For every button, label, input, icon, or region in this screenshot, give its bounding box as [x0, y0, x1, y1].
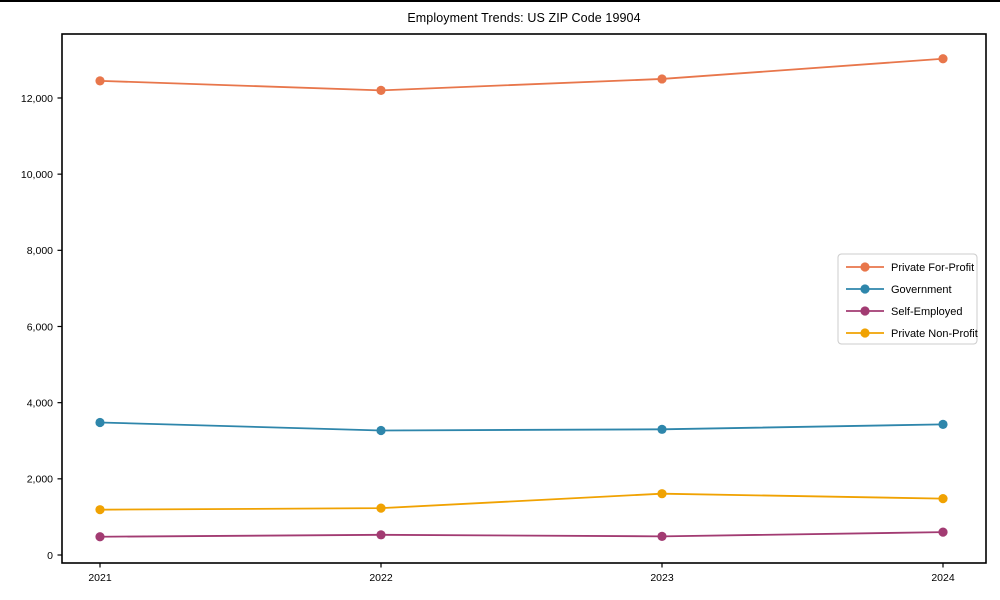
data-point-marker [376, 85, 386, 95]
legend-label: Self-Employed [891, 306, 963, 318]
chart-title: Employment Trends: US ZIP Code 19904 [407, 11, 641, 25]
series-line [99, 57, 944, 92]
data-point-marker [376, 425, 386, 436]
legend-label: Private Non-Profit [891, 328, 978, 340]
legend-entry: Private For-Profit [846, 262, 974, 274]
y-axis: 0 2,000 4,000 6,000 8,000 10,000 12,000 [21, 93, 62, 562]
legend-label: Government [891, 284, 952, 296]
data-point-marker [657, 74, 667, 84]
legend: Private For-Profit Government Self-Employe… [837, 253, 978, 345]
series-line [99, 421, 944, 432]
data-point-marker [376, 503, 386, 513]
y-tick-label: 4,000 [27, 397, 53, 409]
data-point-marker [376, 530, 386, 540]
y-tick-label: 0 [47, 550, 53, 562]
legend-swatch-marker [860, 284, 870, 294]
y-tick-label: 2,000 [27, 474, 53, 486]
data-point-marker [657, 489, 667, 499]
legend-entry: Government [846, 284, 952, 296]
legend-box [837, 253, 978, 345]
series-line [99, 492, 944, 511]
legend-swatch-marker [860, 328, 870, 338]
data-point-marker [95, 76, 105, 86]
y-tick-label: 8,000 [27, 245, 53, 257]
y-tick-label: 10,000 [21, 169, 53, 181]
data-point-marker [657, 531, 667, 541]
x-tick-label: 2022 [369, 572, 393, 584]
data-point-marker [95, 417, 105, 428]
legend-swatch-marker [860, 306, 870, 316]
legend-label: Private For-Profit [891, 262, 974, 274]
series-private-for-profit [95, 54, 948, 95]
data-point-marker [95, 532, 105, 542]
series-private-non-profit [95, 489, 948, 515]
data-point-marker [938, 494, 948, 504]
window-top-edge [0, 0, 1000, 2]
x-tick-label: 2024 [931, 572, 955, 584]
legend-entry: Self-Employed [846, 306, 963, 318]
data-point-marker [95, 505, 105, 515]
data-point-marker [938, 419, 948, 429]
x-tick-label: 2023 [650, 572, 674, 584]
plot-border [61, 33, 987, 564]
data-point-marker [938, 54, 948, 64]
data-point-marker [938, 527, 948, 537]
legend-entry: Private Non-Profit [846, 328, 978, 340]
legend-swatch-marker [860, 262, 870, 272]
x-axis: 2021 2022 2023 2024 [88, 563, 955, 584]
y-tick-label: 6,000 [27, 321, 53, 333]
data-point-marker [657, 424, 667, 434]
x-tick-label: 2021 [88, 572, 112, 584]
series-government [95, 417, 948, 436]
y-tick-label: 12,000 [21, 93, 53, 105]
series-self-employed [95, 527, 948, 542]
series-line [99, 531, 944, 538]
